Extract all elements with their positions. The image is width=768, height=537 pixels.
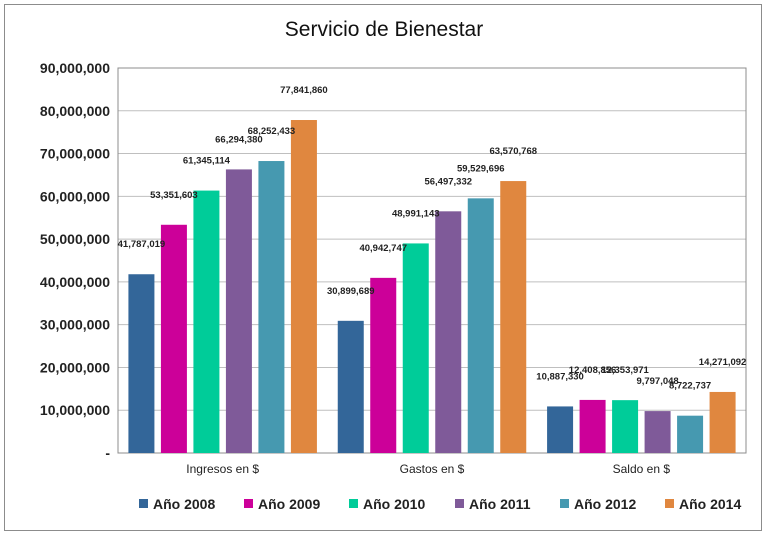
data-labels: 41,787,019 53,351,603 61,345,114 66,294,380… bbox=[118, 85, 747, 392]
legend-swatch bbox=[560, 499, 569, 508]
legend-label: Año 2009 bbox=[258, 496, 320, 512]
bar bbox=[467, 198, 494, 453]
bar bbox=[402, 243, 429, 453]
data-label: 59,529,696 bbox=[457, 163, 505, 174]
bar bbox=[337, 320, 364, 453]
data-label: 8,722,737 bbox=[669, 381, 711, 392]
legend-swatch bbox=[349, 499, 358, 508]
y-tick-label: 30,000,000 bbox=[40, 317, 110, 333]
data-label: 53,351,603 bbox=[150, 190, 198, 201]
y-tick-label: - bbox=[105, 445, 110, 461]
y-tick-label: 80,000,000 bbox=[40, 103, 110, 119]
bar bbox=[612, 400, 639, 453]
y-axis-tick-labels: - 10,000,000 20,000,000 30,000,000 40,000,00… bbox=[40, 60, 110, 461]
legend-item: Año 2009 bbox=[244, 496, 320, 512]
legend: Año 2008 Año 2009 Año 2010 Año 2011 Año 2012… bbox=[139, 496, 741, 512]
plot-area-border bbox=[117, 67, 747, 454]
legend-item: Año 2012 bbox=[560, 496, 636, 512]
y-tick-label: 60,000,000 bbox=[40, 188, 110, 204]
category-labels: Ingresos en $ Gastos en $ Saldo en $ bbox=[186, 462, 670, 476]
legend-item: Año 2014 bbox=[665, 496, 741, 512]
y-tick-label: 20,000,000 bbox=[40, 359, 110, 375]
data-label: 77,841,860 bbox=[280, 85, 328, 96]
legend-label: Año 2014 bbox=[679, 496, 741, 512]
bar bbox=[709, 391, 736, 453]
bar bbox=[128, 274, 155, 453]
y-tick-label: 70,000,000 bbox=[40, 146, 110, 162]
legend-item: Año 2011 bbox=[455, 496, 531, 512]
data-label: 14,271,092 bbox=[699, 357, 747, 368]
data-label: 12,353,971 bbox=[601, 365, 649, 376]
bar bbox=[370, 277, 397, 453]
bar bbox=[160, 224, 187, 453]
legend-swatch bbox=[244, 499, 253, 508]
data-label: 63,570,768 bbox=[489, 146, 537, 157]
y-tick-label: 10,000,000 bbox=[40, 402, 110, 418]
bars bbox=[128, 120, 736, 454]
data-label: 10,887,330 bbox=[536, 371, 584, 382]
bar bbox=[579, 399, 606, 453]
bar bbox=[677, 415, 704, 453]
legend-label: Año 2012 bbox=[574, 496, 636, 512]
data-label: 30,899,689 bbox=[327, 286, 375, 297]
data-label: 56,497,332 bbox=[424, 176, 472, 187]
legend-item: Año 2010 bbox=[349, 496, 425, 512]
bar bbox=[547, 406, 574, 453]
legend-label: Año 2011 bbox=[469, 496, 531, 512]
data-label: 9,797,048 bbox=[636, 376, 678, 387]
category-label: Ingresos en $ bbox=[186, 462, 259, 476]
y-tick-label: 40,000,000 bbox=[40, 274, 110, 290]
legend-swatch bbox=[139, 499, 148, 508]
bar bbox=[500, 181, 527, 453]
bar bbox=[290, 120, 317, 453]
legend-label: Año 2008 bbox=[153, 496, 215, 512]
data-label: 61,345,114 bbox=[183, 156, 231, 167]
bar bbox=[644, 411, 671, 453]
bar bbox=[225, 169, 252, 453]
bar bbox=[193, 190, 220, 454]
category-label: Saldo en $ bbox=[613, 462, 671, 476]
y-tick-label: 50,000,000 bbox=[40, 231, 110, 247]
legend-swatch bbox=[665, 499, 674, 508]
legend-item: Año 2008 bbox=[139, 496, 215, 512]
data-label: 48,991,143 bbox=[392, 208, 440, 219]
chart-title: Servicio de Bienestar bbox=[284, 18, 484, 41]
legend-label: Año 2010 bbox=[363, 496, 425, 512]
data-label: 68,252,433 bbox=[248, 126, 296, 137]
bar bbox=[435, 211, 462, 453]
data-label: 66,294,380 bbox=[215, 134, 263, 145]
data-label: 12,408,856 bbox=[569, 365, 617, 376]
category-label: Gastos en $ bbox=[400, 462, 465, 476]
data-label: 41,787,019 bbox=[118, 239, 166, 250]
bar bbox=[258, 161, 285, 454]
gridlines bbox=[117, 67, 747, 454]
legend-swatch bbox=[455, 499, 464, 508]
y-tick-label: 90,000,000 bbox=[40, 60, 110, 76]
data-label: 40,942,747 bbox=[359, 243, 407, 254]
